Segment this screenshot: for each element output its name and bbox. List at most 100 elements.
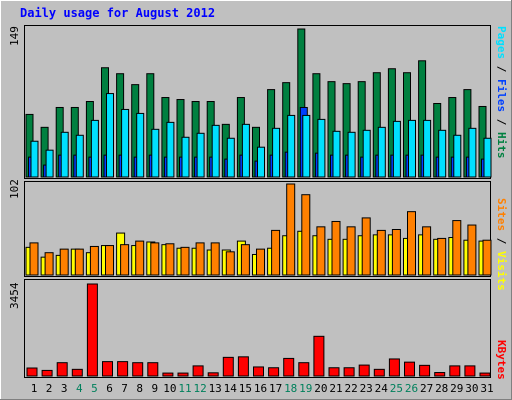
sites-bar bbox=[105, 245, 114, 276]
pages-bar bbox=[377, 126, 386, 178]
pages-bar bbox=[362, 129, 371, 178]
sites-bar bbox=[301, 194, 311, 276]
sites-bar bbox=[437, 237, 447, 276]
sites-bar bbox=[286, 183, 296, 276]
sites-bar bbox=[376, 229, 386, 276]
pages-bar bbox=[408, 119, 416, 178]
kbytes-ymax-label: 3454 bbox=[8, 282, 21, 309]
pages-bar bbox=[257, 146, 265, 178]
pages-bar bbox=[45, 149, 54, 178]
sites-bar bbox=[180, 246, 190, 276]
kbytes-bar bbox=[41, 369, 53, 377]
sites-bar bbox=[195, 242, 205, 276]
pages-bar bbox=[453, 134, 462, 178]
pages-bar bbox=[226, 137, 235, 178]
pages-bar bbox=[60, 131, 69, 178]
legend-entry: KBytes bbox=[495, 340, 508, 380]
x-tick-label: 22 bbox=[344, 382, 357, 395]
x-tick-label: 10 bbox=[163, 382, 176, 395]
legend-entry: Files bbox=[495, 79, 508, 112]
x-tick-label: 4 bbox=[76, 382, 83, 395]
sites-bar bbox=[271, 229, 281, 276]
kbytes-bar bbox=[464, 365, 476, 377]
sites-bar bbox=[240, 244, 250, 276]
kbytes-bar bbox=[283, 357, 295, 377]
kbytes-bar bbox=[162, 372, 174, 377]
kbytes-legend: KBytes bbox=[495, 340, 508, 380]
legend-entry: Sites bbox=[495, 198, 508, 231]
x-tick-label: 7 bbox=[121, 382, 128, 395]
sites-bar bbox=[89, 245, 99, 276]
kbytes-bar bbox=[298, 362, 310, 377]
legend-entry: Visits bbox=[495, 251, 508, 291]
kbytes-bar bbox=[373, 368, 385, 377]
chart-marks bbox=[25, 28, 492, 377]
pages-bar bbox=[106, 93, 114, 178]
sites-bar bbox=[135, 240, 145, 276]
x-tick-label: 25 bbox=[390, 382, 403, 395]
kbytes-bar bbox=[222, 356, 234, 377]
sites-bar bbox=[225, 251, 235, 276]
kbytes-bar bbox=[404, 361, 415, 377]
x-tick-label: 20 bbox=[314, 382, 327, 395]
pages-bar bbox=[166, 121, 175, 178]
x-tick-label: 21 bbox=[329, 382, 342, 395]
kbytes-bar bbox=[192, 365, 204, 377]
sites-bar bbox=[391, 229, 401, 276]
sites-bar bbox=[331, 220, 341, 276]
hits-ymax-label: 149 bbox=[8, 26, 21, 46]
sites-bar bbox=[74, 248, 84, 276]
pages-bar bbox=[121, 108, 130, 178]
x-tick-label: 31 bbox=[480, 382, 493, 395]
hits-legend: Pages / Files / Hits bbox=[495, 26, 508, 159]
pages-bar bbox=[332, 130, 341, 178]
pages-bar bbox=[438, 129, 447, 178]
sites-bar bbox=[316, 226, 326, 276]
x-tick-label: 9 bbox=[151, 382, 158, 395]
sites-bar bbox=[120, 244, 130, 276]
kbytes-bar bbox=[207, 372, 219, 377]
pages-bar bbox=[468, 127, 477, 178]
pages-bar bbox=[483, 137, 492, 178]
sites-bar bbox=[467, 224, 477, 276]
kbytes-bar bbox=[147, 362, 159, 377]
x-tick-label: 18 bbox=[284, 382, 297, 395]
pages-bar bbox=[30, 140, 39, 178]
kbytes-bar bbox=[268, 367, 280, 377]
x-tick-label: 8 bbox=[136, 382, 143, 395]
kbytes-bar bbox=[388, 358, 400, 377]
x-tick-label: 2 bbox=[46, 382, 53, 395]
x-tick-label: 23 bbox=[360, 382, 373, 395]
sites-bar bbox=[361, 217, 371, 276]
pages-bar bbox=[90, 119, 99, 178]
legend-entry: / bbox=[495, 231, 508, 251]
kbytes-bar bbox=[177, 372, 189, 377]
x-tick-label: 15 bbox=[239, 382, 252, 395]
pages-bar bbox=[423, 119, 432, 178]
kbytes-bar bbox=[117, 361, 129, 377]
legend-entry: Hits bbox=[495, 132, 508, 159]
kbytes-bar bbox=[26, 367, 38, 377]
x-tick-label: 13 bbox=[209, 382, 222, 395]
sites-bar bbox=[346, 226, 356, 276]
sites-bar bbox=[150, 242, 160, 276]
kbytes-bar bbox=[449, 365, 461, 377]
pages-bar bbox=[75, 134, 84, 178]
kbytes-bar bbox=[102, 361, 113, 377]
pages-bar bbox=[211, 124, 220, 178]
sites-bar bbox=[59, 248, 69, 276]
kbytes-bar bbox=[253, 366, 264, 377]
chart-title: Daily usage for August 2012 bbox=[20, 6, 215, 20]
legend-entry: / bbox=[495, 59, 508, 79]
x-tick-label: 6 bbox=[106, 382, 113, 395]
x-tick-label: 19 bbox=[299, 382, 312, 395]
legend-entry: Pages bbox=[495, 26, 508, 59]
visits-legend: Sites / Visits bbox=[495, 198, 508, 291]
sites-bar bbox=[407, 211, 416, 276]
x-tick-label: 29 bbox=[450, 382, 463, 395]
pages-bar bbox=[347, 131, 356, 178]
x-tick-label: 1 bbox=[31, 382, 38, 395]
pages-bar bbox=[272, 127, 281, 178]
pages-bar bbox=[302, 114, 311, 178]
